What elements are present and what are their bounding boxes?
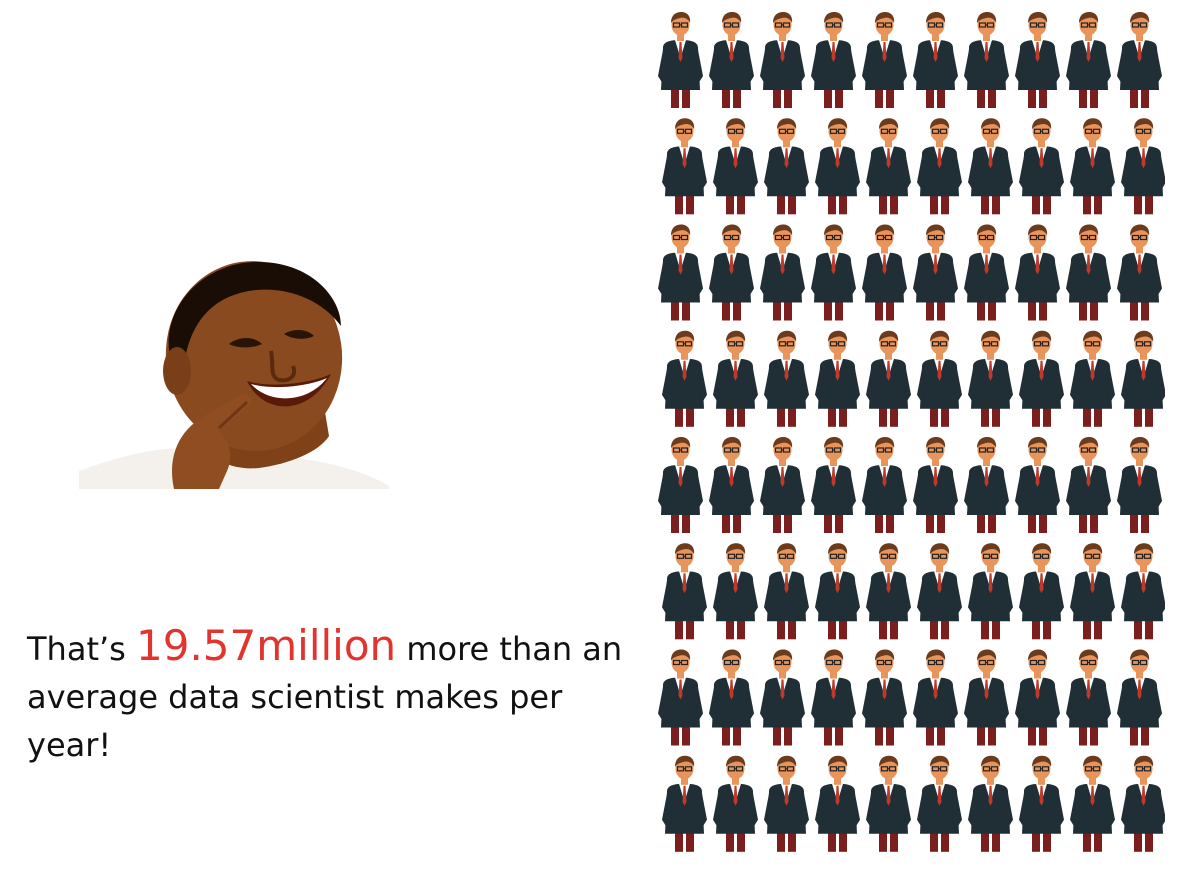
businessman-icon (713, 330, 758, 427)
businessman-icon (760, 224, 805, 321)
businessman-icon (917, 755, 962, 852)
businessman-icon (713, 755, 758, 852)
businessman-icon (658, 437, 703, 533)
businessman-icon (968, 755, 1013, 852)
businessman-icon (1117, 12, 1162, 108)
salary-caption: That’s 19.57million more than an average… (27, 622, 647, 769)
businessman-icon (1117, 649, 1162, 746)
businessman-icon (917, 330, 962, 427)
businessman-icon (1015, 224, 1060, 321)
finger-shape (217, 400, 249, 430)
businessman-icon (709, 12, 754, 108)
businessman-icon (866, 330, 911, 427)
businessman-icon (1019, 330, 1064, 427)
businessman-icon (964, 224, 1009, 321)
businessman-icon (713, 543, 758, 640)
businessman-icon (811, 224, 856, 321)
businessman-icon (1066, 224, 1111, 321)
businessman-icon (1019, 543, 1064, 640)
eye-left (229, 338, 262, 348)
businessman-icon (968, 330, 1013, 427)
businessman-icon (760, 649, 805, 746)
businessman-icon (815, 755, 860, 852)
businessman-icon (1121, 755, 1165, 852)
businessman-icon (968, 118, 1013, 215)
businessman-icon (1070, 755, 1115, 852)
businessman-icon (913, 649, 958, 746)
shirt-shape (79, 447, 389, 489)
businessman-icon (1019, 755, 1064, 852)
businessman-icon (1015, 12, 1060, 108)
businessman-icon (1066, 437, 1111, 533)
businessman-icon (764, 118, 809, 215)
businessman-icon (1121, 118, 1165, 215)
businessman-icon (658, 649, 703, 746)
smiling-man-photo (79, 261, 389, 489)
businessman-icon (964, 649, 1009, 746)
businessman-icon (1019, 118, 1064, 215)
businessman-icon (862, 649, 907, 746)
businessman-icon (964, 437, 1009, 533)
businessman-icon (862, 437, 907, 533)
businessman-icon (815, 118, 860, 215)
businessman-icon (862, 224, 907, 321)
nose-shape (269, 350, 296, 383)
businessman-icon (1066, 12, 1111, 108)
businessman-icon (1015, 649, 1060, 746)
businessman-icon (662, 118, 707, 215)
teeth-shape (251, 378, 327, 399)
eye-right (284, 330, 314, 339)
businessman-icon (815, 543, 860, 640)
businessman-icon (662, 543, 707, 640)
hair-shape (168, 261, 341, 366)
businessman-icon (917, 543, 962, 640)
businessman-icon (764, 755, 809, 852)
businessman-icon (1070, 543, 1115, 640)
people-grid (658, 12, 1165, 852)
businessman-icon (866, 118, 911, 215)
businessman-icon (811, 437, 856, 533)
businessman-icon (764, 543, 809, 640)
businessman-icon (764, 330, 809, 427)
businessman-icon (760, 12, 805, 108)
businessman-icon (862, 12, 907, 108)
businessman-icon (811, 649, 856, 746)
businessman-icon (913, 224, 958, 321)
businessman-icon (913, 437, 958, 533)
ear-shape (163, 347, 191, 395)
businessman-icon (968, 543, 1013, 640)
businessman-icon (709, 649, 754, 746)
businessman-icon (658, 224, 703, 321)
businessman-icon (964, 12, 1009, 108)
businessman-icon (811, 12, 856, 108)
caption-prefix: That’s (27, 630, 136, 668)
businessman-icon (662, 330, 707, 427)
businessman-icon (709, 224, 754, 321)
businessman-icon (815, 330, 860, 427)
businessman-icon (866, 543, 911, 640)
businessman-icon (866, 755, 911, 852)
businessman-icon (1117, 224, 1162, 321)
businessman-icon (913, 12, 958, 108)
businessman-icon (1066, 649, 1111, 746)
businessman-icon (658, 12, 703, 108)
businessman-icon (917, 118, 962, 215)
caption-suffix: more than an average data scientist make… (27, 630, 623, 764)
businessman-icon (1121, 543, 1165, 640)
businessman-icon (760, 437, 805, 533)
businessman-icon (1070, 330, 1115, 427)
caption-amount: 19.57million (136, 621, 397, 670)
businessman-icon (713, 118, 758, 215)
businessman-icon (1015, 437, 1060, 533)
businessman-icon (662, 755, 707, 852)
businessman-icon (709, 437, 754, 533)
businessman-icon (1070, 118, 1115, 215)
businessman-icon (1121, 330, 1165, 427)
businessman-icon (1117, 437, 1162, 533)
